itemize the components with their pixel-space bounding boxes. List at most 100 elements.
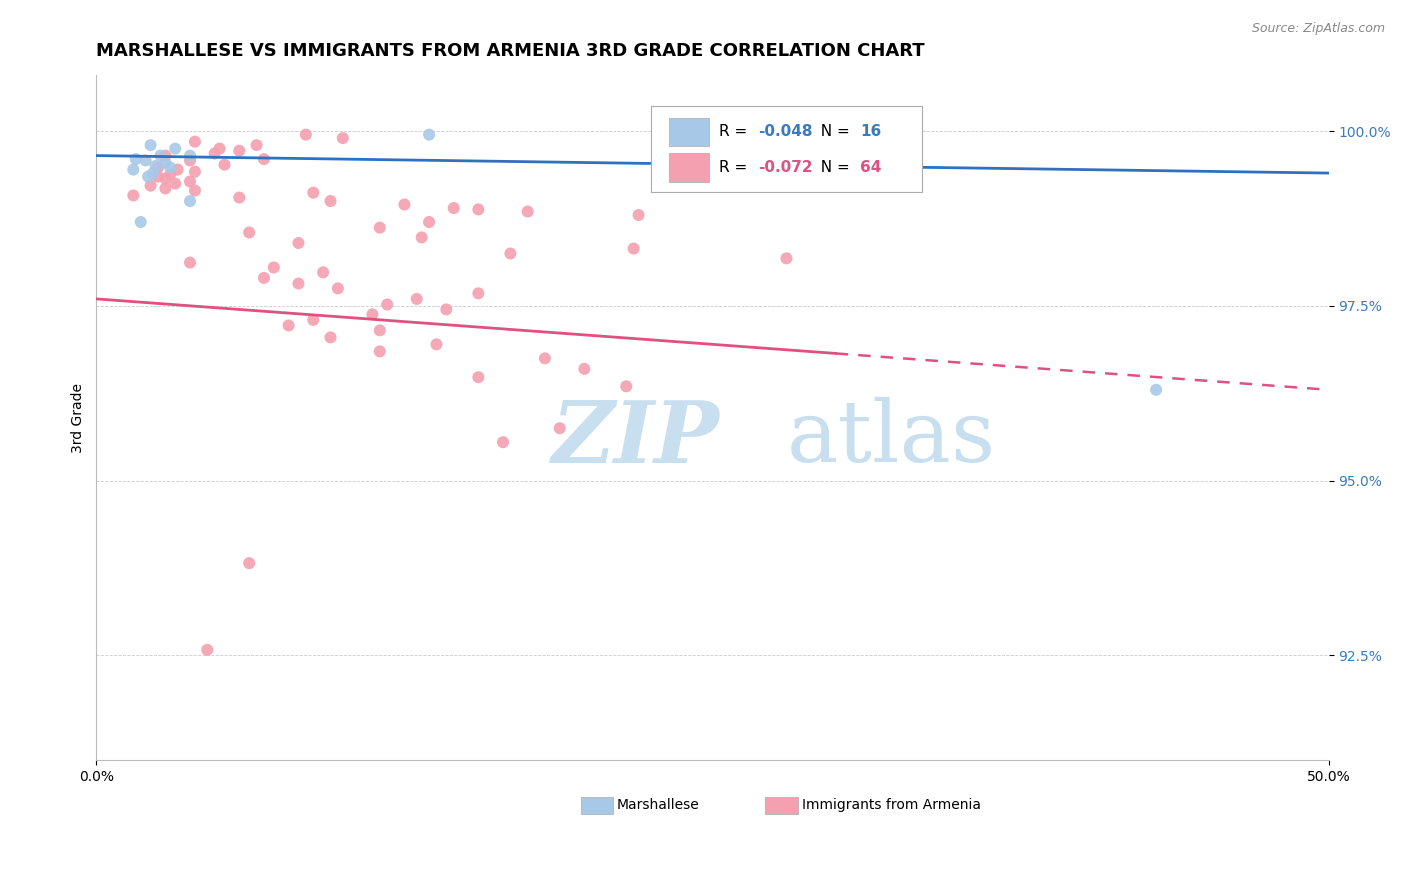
Point: [287, 235, 309, 250]
Text: Immigrants from Armenia: Immigrants from Armenia: [803, 797, 981, 812]
FancyBboxPatch shape: [765, 797, 797, 814]
Point: [145, 159, 167, 173]
Point: [139, 138, 162, 153]
Point: [302, 313, 325, 327]
Point: [434, 302, 457, 317]
Point: [492, 435, 515, 450]
Point: [499, 246, 522, 260]
Point: [135, 153, 157, 168]
Point: [467, 286, 489, 301]
Text: N =: N =: [811, 124, 855, 139]
Point: [425, 337, 447, 351]
Point: [129, 215, 152, 229]
Text: Marshallese: Marshallese: [616, 797, 699, 812]
Point: [332, 131, 354, 145]
Text: Source: ZipAtlas.com: Source: ZipAtlas.com: [1251, 22, 1385, 36]
Point: [238, 556, 260, 570]
Point: [125, 152, 148, 166]
Point: [368, 220, 391, 235]
Point: [627, 208, 650, 222]
Point: [394, 197, 416, 211]
Point: [142, 166, 165, 180]
Point: [368, 344, 391, 359]
Point: [208, 142, 231, 156]
Point: [155, 181, 177, 195]
Text: -0.072: -0.072: [758, 160, 813, 175]
Point: [361, 307, 384, 321]
Point: [277, 318, 299, 333]
Point: [574, 361, 596, 376]
FancyBboxPatch shape: [669, 118, 709, 146]
Point: [319, 330, 342, 344]
Point: [253, 271, 276, 285]
Point: [179, 174, 201, 188]
Point: [179, 194, 201, 208]
Point: [1144, 383, 1167, 397]
Point: [287, 277, 309, 291]
Text: ZIP: ZIP: [553, 397, 720, 480]
Point: [159, 161, 181, 175]
FancyBboxPatch shape: [581, 797, 613, 814]
Point: [263, 260, 285, 275]
Point: [534, 351, 557, 366]
Point: [165, 142, 187, 156]
FancyBboxPatch shape: [669, 153, 709, 182]
Point: [302, 186, 325, 200]
Point: [467, 370, 489, 384]
Point: [122, 188, 145, 202]
Point: [159, 168, 181, 182]
Text: -0.048: -0.048: [758, 124, 813, 139]
Point: [411, 230, 433, 244]
Point: [418, 128, 440, 142]
Point: [122, 162, 145, 177]
Point: [326, 281, 349, 295]
Point: [155, 155, 177, 169]
Point: [516, 204, 538, 219]
Point: [319, 194, 342, 208]
Point: [195, 643, 218, 657]
Point: [312, 265, 335, 279]
Point: [368, 323, 391, 337]
Point: [179, 153, 201, 168]
Point: [166, 162, 188, 177]
Text: atlas: atlas: [786, 397, 995, 480]
Point: [623, 242, 645, 256]
Point: [548, 421, 571, 435]
Point: [184, 184, 207, 198]
Point: [405, 292, 427, 306]
Text: N =: N =: [811, 160, 855, 175]
Text: R =: R =: [718, 160, 752, 175]
Point: [146, 161, 169, 175]
Point: [238, 226, 260, 240]
Point: [139, 178, 162, 193]
Point: [443, 201, 465, 215]
Point: [184, 135, 207, 149]
Point: [228, 190, 250, 204]
Point: [614, 379, 637, 393]
Point: [136, 169, 159, 184]
Point: [155, 148, 177, 162]
Y-axis label: 3rd Grade: 3rd Grade: [72, 383, 86, 453]
Point: [146, 169, 169, 184]
Point: [179, 148, 201, 162]
Point: [253, 152, 276, 166]
Point: [165, 177, 187, 191]
Text: MARSHALLESE VS IMMIGRANTS FROM ARMENIA 3RD GRADE CORRELATION CHART: MARSHALLESE VS IMMIGRANTS FROM ARMENIA 3…: [97, 42, 925, 60]
Point: [214, 158, 236, 172]
Text: 64: 64: [860, 160, 882, 175]
Point: [184, 164, 207, 178]
Point: [418, 215, 440, 229]
Point: [467, 202, 489, 217]
Point: [295, 128, 318, 142]
Point: [204, 146, 226, 161]
Point: [775, 252, 797, 266]
FancyBboxPatch shape: [651, 106, 922, 192]
Point: [228, 144, 250, 158]
Point: [179, 255, 201, 269]
Point: [155, 171, 177, 186]
Text: 16: 16: [860, 124, 882, 139]
Point: [245, 138, 267, 153]
Text: R =: R =: [718, 124, 752, 139]
Point: [375, 297, 398, 311]
Point: [149, 148, 172, 162]
